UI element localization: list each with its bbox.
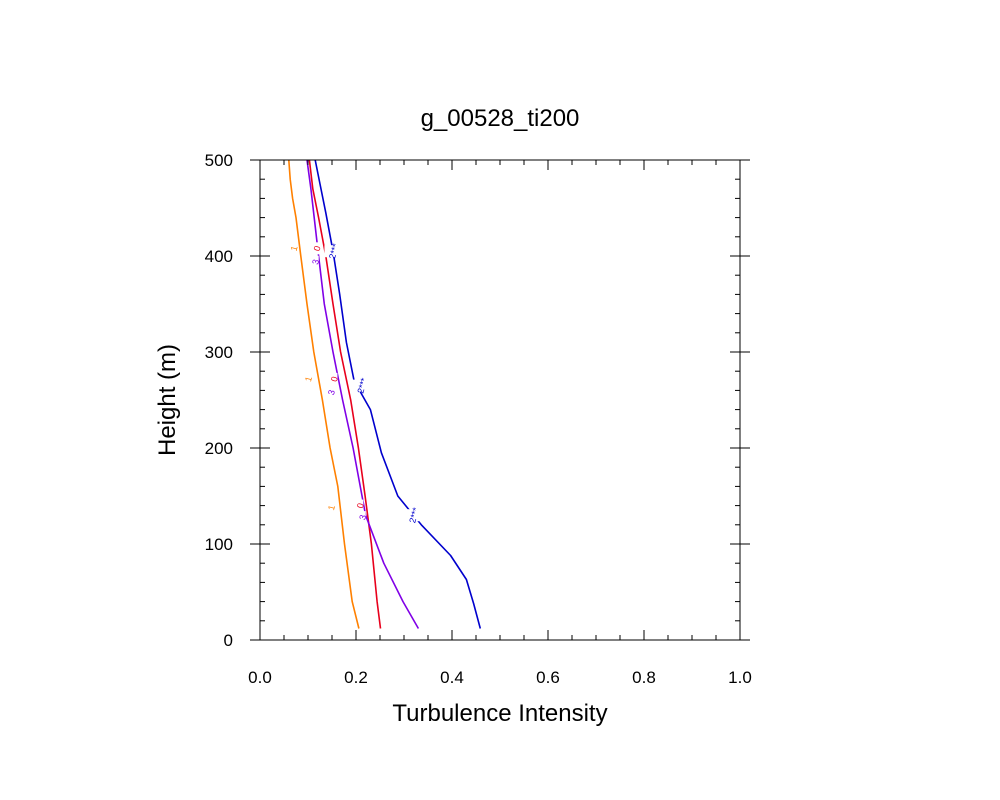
line-label-bg [324,245,343,258]
line-label: 2*** [355,376,369,394]
line-label-bg [330,372,338,385]
line-label: 2*** [407,506,421,524]
x-tick-label: 0.0 [248,668,272,687]
y-tick-label: 400 [205,247,233,266]
y-tick-label: 0 [224,631,233,650]
y-tick-label: 300 [205,343,233,362]
plot-frame [259,159,741,641]
y-tick-label: 200 [205,439,233,458]
x-tick-label: 0.8 [632,668,656,687]
line-label: 0 [329,375,340,382]
series-line-1 [308,159,382,629]
x-axis-label: Turbulence Intensity [392,700,607,727]
y-axis-label: Height (m) [154,344,181,456]
line-label: 2*** [327,242,341,260]
line-label: 3 [310,258,321,265]
line-label: 0 [355,502,366,509]
line-label-bg [356,499,364,512]
line-label: 3 [326,389,337,396]
x-tick-label: 0.4 [440,668,464,687]
line-label: 1 [303,375,314,382]
x-tick-label: 0.6 [536,668,560,687]
line-label-bg [358,511,366,524]
y-tick-label: 100 [205,535,233,554]
line-label-bg [304,372,312,385]
line-label: 0 [312,245,323,252]
line-label-bg [327,501,335,514]
x-tick-label: 1.0 [728,668,752,687]
line-label-bg [313,242,321,255]
series-line-3 [314,159,482,629]
line-label: 1 [289,245,300,252]
plot-area [288,159,482,629]
chart-title: g_00528_ti200 [421,105,580,132]
line-label-bg [290,242,298,255]
line-label: 3 [357,514,368,521]
y-tick-label: 500 [205,151,233,170]
series-line-2 [306,159,420,629]
line-label-bg [404,509,423,522]
x-tick-label: 0.2 [344,668,368,687]
series-line-0 [288,159,360,629]
line-label-bg [352,379,371,392]
line-label-bg [327,386,335,399]
line-label-bg [311,255,319,268]
line-labels: 1 1 1 0 0 0 3 3 3 2*** 2*** 2*** [289,242,423,524]
line-label: 1 [326,504,337,511]
